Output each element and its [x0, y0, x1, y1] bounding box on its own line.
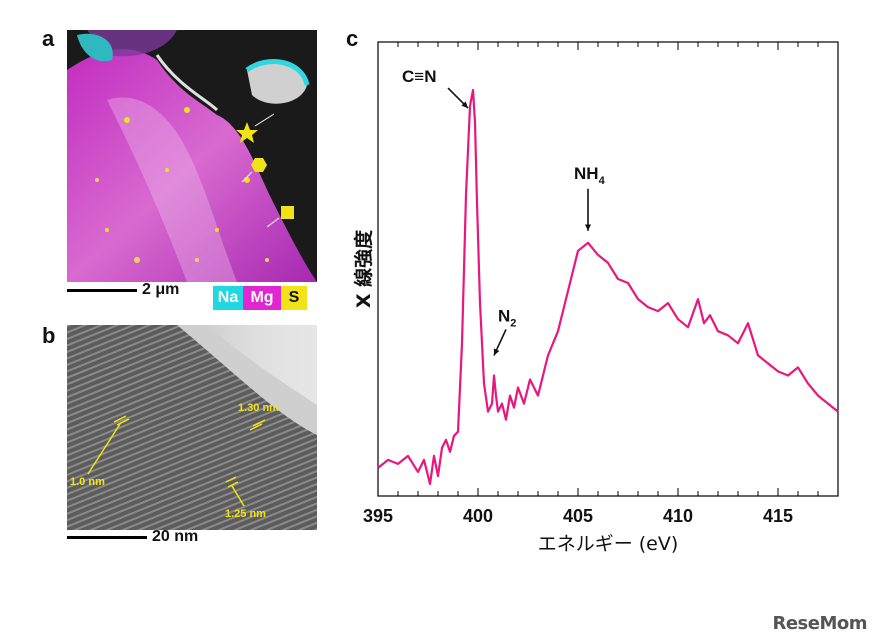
square-marker-icon: [281, 206, 294, 219]
x-tick-label: 410: [663, 506, 693, 526]
panel-a-scalebar: [67, 289, 137, 292]
annotation-1-25nm: 1.25 nm: [225, 508, 266, 520]
tem-lattice-image: [67, 325, 317, 530]
x-tick-label: 405: [563, 506, 593, 526]
plot-frame: [377, 41, 839, 497]
eds-map-drawing: [67, 30, 317, 282]
y-axis-label: X 線強度: [352, 229, 375, 308]
annotation-1-0nm: 1.0 nm: [70, 476, 105, 488]
annotation-arrowhead-icon: [493, 348, 500, 356]
panel-a-letter: a: [42, 26, 55, 51]
annotation-arrowhead-icon: [461, 101, 468, 109]
peak-annotation-label: NH4: [574, 164, 606, 187]
legend-mg: Mg: [243, 286, 281, 310]
x-axis-label: エネルギー (eV): [538, 533, 679, 555]
tem-drawing: [67, 325, 317, 530]
tem-annotation-lines: [87, 415, 266, 507]
panel-c-letter: c: [346, 26, 359, 51]
eds-elemental-map-image: [67, 30, 317, 282]
annotation-arrowhead-icon: [584, 224, 592, 231]
peak-annotation-label: C≡N: [402, 67, 436, 86]
x-tick-label: 415: [763, 506, 793, 526]
x-tick-label: 400: [463, 506, 493, 526]
panel-b-letter: b: [42, 323, 56, 348]
resemom-watermark: ReseMom: [772, 613, 867, 634]
x-tick-label: 395: [363, 506, 393, 526]
panel-a-scale-label: 2 μm: [142, 281, 180, 298]
annotation-1-30nm: 1.30 nm: [238, 402, 279, 414]
star-marker-icon: [236, 122, 258, 143]
panel-b-scalebar: [67, 536, 147, 539]
spectrum-line: [377, 88, 839, 486]
peak-annotation-label: N2: [498, 306, 516, 329]
legend-na: Na: [213, 286, 243, 310]
hexagon-marker-icon: [251, 158, 267, 172]
panel-b-scale-label: 20 nm: [152, 528, 199, 545]
legend-s: S: [281, 286, 307, 310]
